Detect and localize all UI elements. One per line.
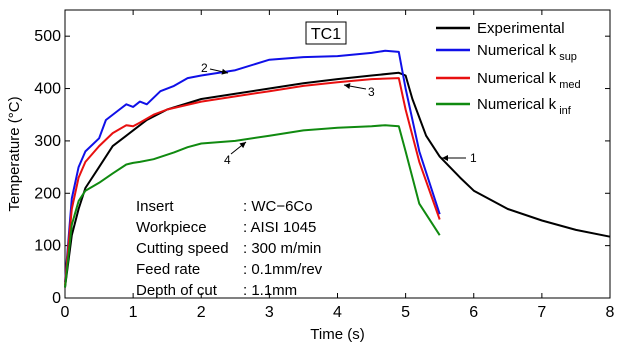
legend-label: Numerical k (477, 70, 557, 87)
legend-label: Numerical k (477, 96, 557, 113)
legend-entry-1: Experimental (477, 20, 565, 37)
y-tick-label: 400 (34, 81, 61, 98)
series-layer (64, 49, 611, 288)
info-value: : WC−6Co (243, 198, 313, 215)
chart-title-box (305, 21, 347, 45)
legend-entry-4: Numerical k inf (477, 96, 572, 117)
callout-arrowhead (442, 155, 448, 161)
series-line-1 (64, 71, 611, 288)
legend-entry-2: Numerical k sup (477, 42, 577, 63)
info-label: Workpiece (136, 219, 207, 236)
x-tick-label: 2 (197, 304, 206, 321)
info-value: : 300 m/min (243, 240, 321, 257)
legend-label-subscript: med (559, 79, 580, 91)
series-line-2 (64, 49, 441, 283)
x-tick-label: 5 (401, 304, 410, 321)
axes-layer: 0 1 2 3 4 5 6 7 8 0 100 200 300 400 500 Time (s) Tempera… (6, 9, 615, 343)
callout-arrowhead (344, 83, 351, 90)
x-axis-label: Time (s) (310, 326, 364, 343)
callout-label-1: 1 (470, 151, 477, 165)
legend-entry-3: Numerical k med (477, 70, 581, 91)
legend-label-subscript: inf (559, 105, 572, 117)
x-tick-label: 7 (537, 304, 546, 321)
legend-label: Experimental (477, 20, 565, 37)
x-tick-label: 6 (469, 304, 478, 321)
x-tick-label: 1 (129, 304, 138, 321)
x-tick-label: 3 (265, 304, 274, 321)
callouts-layer: 1 2 3 4 (201, 61, 477, 167)
legend-label: Numerical k (477, 42, 557, 59)
x-tick-label: 0 (61, 304, 70, 321)
y-tick-label: 500 (34, 28, 61, 45)
chart-title: TC1 (311, 26, 341, 43)
info-label: Insert (136, 198, 174, 215)
y-tick-label: 0 (52, 290, 61, 307)
legend-label-subscript: sup (559, 51, 577, 63)
y-tick-label: 100 (34, 238, 61, 255)
x-tick-label: 4 (333, 304, 342, 321)
info-label: Depth of cut (136, 282, 218, 299)
callout-label-4: 4 (224, 153, 231, 167)
info-label: Feed rate (136, 261, 200, 278)
y-tick-label: 300 (34, 133, 61, 150)
y-axis-label: Temperature (°C) (6, 96, 23, 211)
info-value: : 0.1mm/rev (243, 261, 323, 278)
callout-arrowhead (239, 142, 246, 149)
info-label: Cutting speed (136, 240, 229, 257)
y-tick-label: 200 (34, 185, 61, 202)
info-value: : 1.1mm (243, 282, 297, 299)
info-value: : AISI 1045 (243, 219, 316, 236)
series-line-4 (64, 124, 441, 288)
callout-label-3: 3 (368, 85, 375, 99)
series-line-3 (64, 77, 441, 285)
callout-label-2: 2 (201, 61, 208, 75)
callout-arrowhead (221, 68, 228, 75)
x-tick-label: 8 (606, 304, 615, 321)
